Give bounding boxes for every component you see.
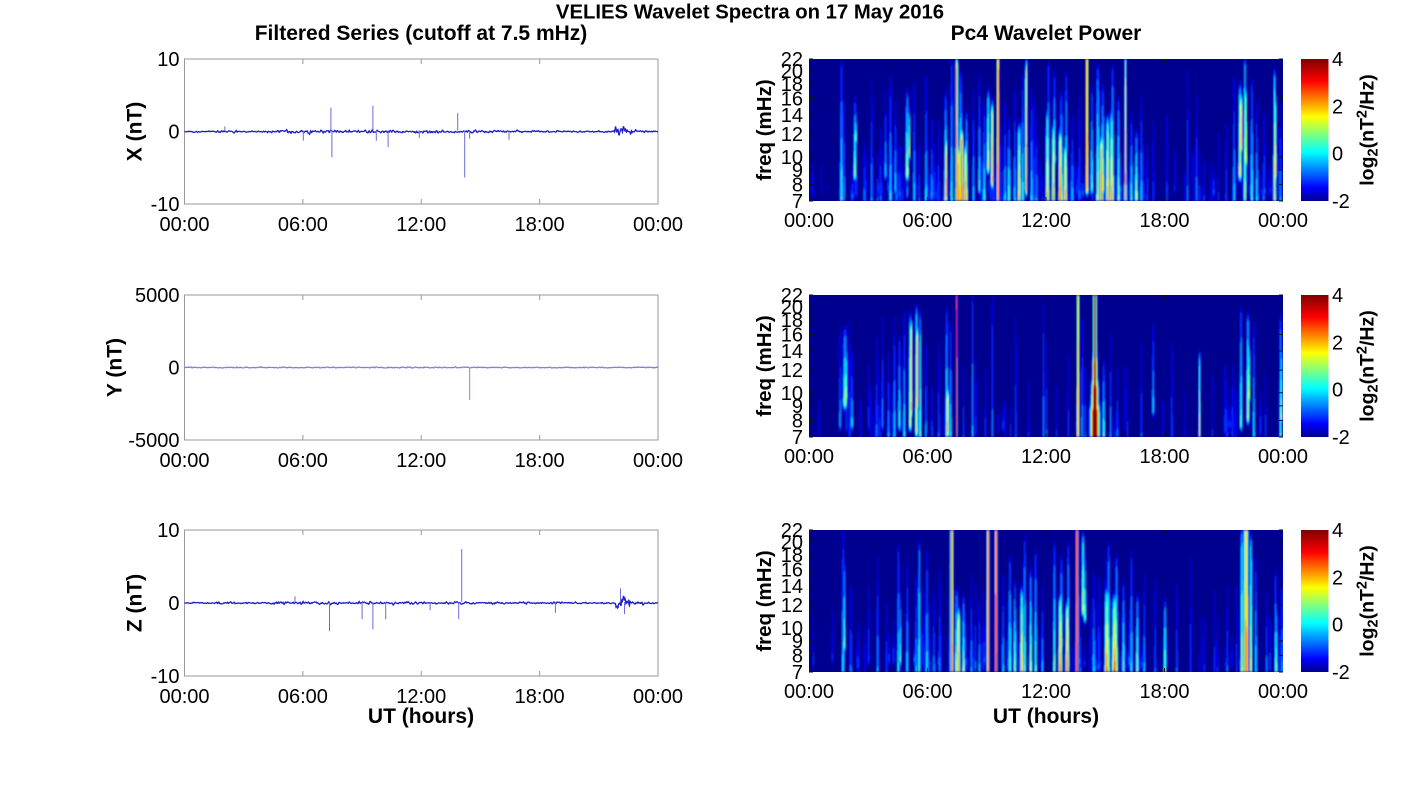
svg-text:Pc4 Wavelet Power: Pc4 Wavelet Power bbox=[951, 22, 1142, 45]
svg-text:00:00: 00:00 bbox=[633, 450, 683, 472]
svg-text:10: 10 bbox=[781, 383, 803, 405]
svg-text:UT (hours): UT (hours) bbox=[368, 705, 474, 728]
svg-text:00:00: 00:00 bbox=[633, 686, 683, 708]
svg-text:00:00: 00:00 bbox=[784, 681, 834, 703]
svg-text:0: 0 bbox=[168, 358, 179, 380]
svg-text:freq (mHz): freq (mHz) bbox=[753, 315, 776, 416]
svg-text:freq (mHz): freq (mHz) bbox=[753, 550, 776, 651]
svg-text:20: 20 bbox=[781, 61, 803, 83]
svg-text:7: 7 bbox=[792, 662, 803, 684]
svg-text:2: 2 bbox=[1332, 332, 1343, 354]
svg-text:18: 18 bbox=[781, 74, 803, 96]
svg-text:14: 14 bbox=[781, 576, 803, 598]
svg-text:10: 10 bbox=[781, 147, 803, 169]
svg-text:0: 0 bbox=[1332, 144, 1343, 166]
svg-text:UT (hours): UT (hours) bbox=[993, 705, 1099, 728]
svg-text:16: 16 bbox=[781, 324, 803, 346]
svg-text:18:00: 18:00 bbox=[1139, 446, 1189, 468]
svg-text:18:00: 18:00 bbox=[515, 214, 565, 236]
svg-text:-2: -2 bbox=[1332, 191, 1350, 213]
svg-text:18: 18 bbox=[781, 310, 803, 332]
svg-text:00:00: 00:00 bbox=[633, 214, 683, 236]
svg-text:-2: -2 bbox=[1332, 662, 1350, 684]
svg-text:12:00: 12:00 bbox=[396, 450, 446, 472]
svg-text:VELIES Wavelet Spectra on 17 M: VELIES Wavelet Spectra on 17 May 2016 bbox=[556, 2, 944, 24]
svg-text:06:00: 06:00 bbox=[902, 681, 952, 703]
svg-text:12: 12 bbox=[781, 360, 803, 382]
svg-text:20: 20 bbox=[781, 297, 803, 319]
svg-text:0: 0 bbox=[168, 593, 179, 615]
svg-text:4: 4 bbox=[1332, 49, 1343, 71]
svg-text:06:00: 06:00 bbox=[278, 450, 328, 472]
svg-text:-10: -10 bbox=[151, 666, 180, 688]
svg-text:8: 8 bbox=[792, 645, 803, 667]
svg-text:06:00: 06:00 bbox=[278, 686, 328, 708]
svg-text:10: 10 bbox=[157, 520, 179, 542]
svg-text:4: 4 bbox=[1332, 520, 1343, 542]
svg-text:12:00: 12:00 bbox=[1021, 446, 1071, 468]
svg-text:22: 22 bbox=[781, 285, 803, 307]
svg-text:Filtered Series (cutoff at 7.5: Filtered Series (cutoff at 7.5 mHz) bbox=[255, 22, 588, 45]
svg-text:8: 8 bbox=[792, 410, 803, 432]
svg-text:18:00: 18:00 bbox=[1139, 681, 1189, 703]
svg-text:00:00: 00:00 bbox=[1258, 210, 1308, 232]
svg-text:12:00: 12:00 bbox=[396, 686, 446, 708]
svg-text:2: 2 bbox=[1332, 567, 1343, 589]
svg-text:10: 10 bbox=[781, 618, 803, 640]
svg-text:00:00: 00:00 bbox=[784, 446, 834, 468]
svg-text:00:00: 00:00 bbox=[159, 214, 209, 236]
svg-text:12:00: 12:00 bbox=[1021, 210, 1071, 232]
svg-text:-5000: -5000 bbox=[128, 430, 179, 452]
svg-text:06:00: 06:00 bbox=[902, 446, 952, 468]
svg-text:12: 12 bbox=[781, 124, 803, 146]
svg-text:log2(nT2/Hz): log2(nT2/Hz) bbox=[1355, 310, 1382, 421]
svg-text:12:00: 12:00 bbox=[396, 214, 446, 236]
svg-text:Z (nT): Z (nT) bbox=[123, 574, 146, 632]
svg-text:06:00: 06:00 bbox=[902, 210, 952, 232]
svg-text:2: 2 bbox=[1332, 96, 1343, 118]
svg-text:00:00: 00:00 bbox=[159, 686, 209, 708]
svg-text:22: 22 bbox=[781, 49, 803, 71]
svg-text:14: 14 bbox=[781, 105, 803, 127]
svg-text:freq (mHz): freq (mHz) bbox=[753, 79, 776, 180]
svg-text:22: 22 bbox=[781, 520, 803, 542]
svg-text:-10: -10 bbox=[151, 194, 180, 216]
svg-text:18:00: 18:00 bbox=[515, 450, 565, 472]
svg-text:12: 12 bbox=[781, 595, 803, 617]
svg-text:00:00: 00:00 bbox=[159, 450, 209, 472]
svg-text:00:00: 00:00 bbox=[1258, 681, 1308, 703]
svg-text:Y (nT): Y (nT) bbox=[103, 338, 126, 397]
svg-text:20: 20 bbox=[781, 532, 803, 554]
svg-text:7: 7 bbox=[792, 191, 803, 213]
svg-text:5000: 5000 bbox=[135, 285, 180, 307]
svg-text:18:00: 18:00 bbox=[1139, 210, 1189, 232]
svg-text:18:00: 18:00 bbox=[515, 686, 565, 708]
svg-text:00:00: 00:00 bbox=[784, 210, 834, 232]
svg-text:log2(nT2/Hz): log2(nT2/Hz) bbox=[1355, 545, 1382, 656]
svg-text:06:00: 06:00 bbox=[278, 214, 328, 236]
svg-text:4: 4 bbox=[1332, 285, 1343, 307]
svg-text:14: 14 bbox=[781, 341, 803, 363]
svg-text:00:00: 00:00 bbox=[1258, 446, 1308, 468]
svg-text:16: 16 bbox=[781, 88, 803, 110]
svg-text:0: 0 bbox=[1332, 380, 1343, 402]
svg-text:log2(nT2/Hz): log2(nT2/Hz) bbox=[1355, 74, 1382, 185]
svg-text:8: 8 bbox=[792, 174, 803, 196]
svg-text:7: 7 bbox=[792, 427, 803, 449]
svg-text:9: 9 bbox=[792, 396, 803, 418]
svg-text:18: 18 bbox=[781, 545, 803, 567]
svg-text:16: 16 bbox=[781, 559, 803, 581]
svg-text:9: 9 bbox=[792, 160, 803, 182]
svg-text:0: 0 bbox=[168, 122, 179, 144]
svg-text:12:00: 12:00 bbox=[1021, 681, 1071, 703]
svg-text:-2: -2 bbox=[1332, 427, 1350, 449]
svg-text:9: 9 bbox=[792, 631, 803, 653]
svg-text:X (nT): X (nT) bbox=[123, 102, 146, 161]
svg-text:0: 0 bbox=[1332, 615, 1343, 637]
svg-text:10: 10 bbox=[157, 49, 179, 71]
